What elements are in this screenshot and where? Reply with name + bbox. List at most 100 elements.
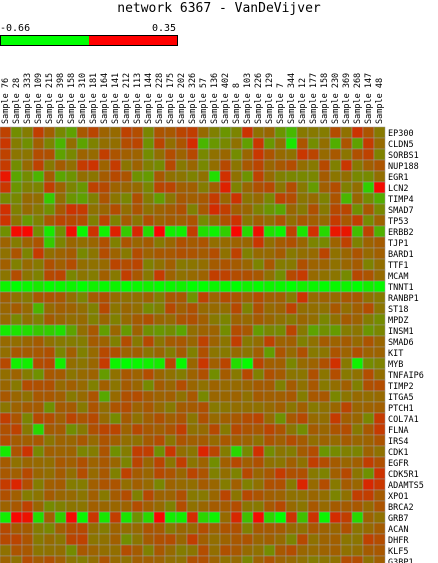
heatmap-cell bbox=[241, 533, 254, 546]
heatmap-cell bbox=[109, 137, 122, 150]
heatmap-cell bbox=[219, 170, 232, 183]
heatmap-cell bbox=[285, 434, 298, 447]
heatmap-cell bbox=[21, 192, 34, 205]
heatmap-cell bbox=[186, 280, 199, 293]
heatmap-cell bbox=[307, 258, 320, 271]
heatmap-cell bbox=[263, 467, 276, 480]
heatmap-cell bbox=[21, 225, 34, 238]
heatmap-cell bbox=[186, 170, 199, 183]
heatmap-cell bbox=[230, 456, 243, 469]
heatmap-cell bbox=[21, 500, 34, 513]
heatmap-cell bbox=[175, 357, 188, 370]
heatmap-cell bbox=[219, 214, 232, 227]
heatmap-cell bbox=[164, 500, 177, 513]
heatmap-cell bbox=[164, 291, 177, 304]
heatmap-cell bbox=[351, 478, 364, 491]
heatmap-cell bbox=[43, 390, 56, 403]
heatmap-cell bbox=[98, 258, 111, 271]
heatmap-cell bbox=[186, 181, 199, 194]
heatmap-cell bbox=[87, 357, 100, 370]
heatmap-cell bbox=[208, 467, 221, 480]
heatmap-cell bbox=[362, 126, 375, 139]
heatmap-cell bbox=[285, 302, 298, 315]
heatmap-cell bbox=[318, 544, 331, 557]
heatmap-cell bbox=[219, 324, 232, 337]
heatmap-cell bbox=[0, 412, 12, 425]
heatmap-cell bbox=[274, 236, 287, 249]
column-label: Sample 109 bbox=[34, 73, 44, 124]
heatmap-cell bbox=[164, 544, 177, 557]
heatmap-cell bbox=[373, 489, 386, 502]
heatmap-cell bbox=[65, 324, 78, 337]
heatmap-cell bbox=[10, 445, 23, 458]
heatmap-cell bbox=[252, 423, 265, 436]
heatmap-cell bbox=[10, 181, 23, 194]
heatmap-cell bbox=[43, 379, 56, 392]
heatmap-cell bbox=[153, 148, 166, 161]
heatmap-cell bbox=[76, 335, 89, 348]
heatmap-cell bbox=[274, 445, 287, 458]
heatmap-cell bbox=[186, 412, 199, 425]
heatmap-cell bbox=[285, 214, 298, 227]
heatmap-cell bbox=[340, 335, 353, 348]
heatmap-cell bbox=[208, 412, 221, 425]
heatmap-cell bbox=[329, 269, 342, 282]
heatmap-cell bbox=[43, 423, 56, 436]
heatmap-cell bbox=[373, 236, 386, 249]
heatmap-cell bbox=[186, 533, 199, 546]
heatmap-cell bbox=[98, 324, 111, 337]
heatmap-cell bbox=[230, 467, 243, 480]
heatmap-cell bbox=[43, 522, 56, 535]
heatmap-cell bbox=[65, 181, 78, 194]
heatmap-cell bbox=[98, 379, 111, 392]
heatmap-cell bbox=[164, 137, 177, 150]
heatmap-cell bbox=[241, 269, 254, 282]
heatmap-cell bbox=[318, 456, 331, 469]
heatmap-cell bbox=[197, 258, 210, 271]
heatmap-cell bbox=[307, 467, 320, 480]
heatmap-cell bbox=[76, 544, 89, 557]
heatmap-cell bbox=[307, 346, 320, 359]
heatmap-cell bbox=[274, 214, 287, 227]
heatmap-cell bbox=[208, 302, 221, 315]
heatmap-cell bbox=[109, 214, 122, 227]
heatmap-cell bbox=[307, 137, 320, 150]
heatmap-cell bbox=[197, 478, 210, 491]
heatmap-cell bbox=[219, 159, 232, 172]
heatmap-cell bbox=[142, 467, 155, 480]
heatmap-cell bbox=[285, 346, 298, 359]
heatmap-cell bbox=[32, 478, 45, 491]
heatmap-cell bbox=[175, 390, 188, 403]
heatmap-cell bbox=[219, 555, 232, 563]
heatmap-cell bbox=[54, 335, 67, 348]
heatmap-cell bbox=[54, 203, 67, 216]
heatmap-cell bbox=[230, 269, 243, 282]
heatmap-cell bbox=[208, 269, 221, 282]
heatmap-cell bbox=[153, 357, 166, 370]
row-label: TIMP2 bbox=[388, 382, 414, 392]
heatmap-cell bbox=[197, 181, 210, 194]
heatmap-cell bbox=[131, 346, 144, 359]
heatmap-cell bbox=[318, 126, 331, 139]
heatmap-cell bbox=[120, 412, 133, 425]
heatmap-cell bbox=[252, 324, 265, 337]
heatmap-cell bbox=[120, 346, 133, 359]
heatmap-cell bbox=[285, 522, 298, 535]
heatmap-cell bbox=[98, 280, 111, 293]
heatmap-cell bbox=[164, 467, 177, 480]
heatmap-cell bbox=[65, 137, 78, 150]
heatmap-cell bbox=[329, 346, 342, 359]
heatmap-cell bbox=[296, 335, 309, 348]
heatmap-cell bbox=[197, 247, 210, 260]
heatmap-cell bbox=[142, 170, 155, 183]
heatmap-cell bbox=[87, 302, 100, 315]
heatmap-cell bbox=[87, 412, 100, 425]
heatmap-cell bbox=[120, 148, 133, 161]
heatmap-cell bbox=[98, 159, 111, 172]
heatmap-cell bbox=[10, 423, 23, 436]
heatmap-cell bbox=[120, 478, 133, 491]
heatmap-cell bbox=[340, 236, 353, 249]
heatmap-cell bbox=[153, 533, 166, 546]
heatmap-cell bbox=[340, 269, 353, 282]
heatmap-cell bbox=[263, 555, 276, 563]
